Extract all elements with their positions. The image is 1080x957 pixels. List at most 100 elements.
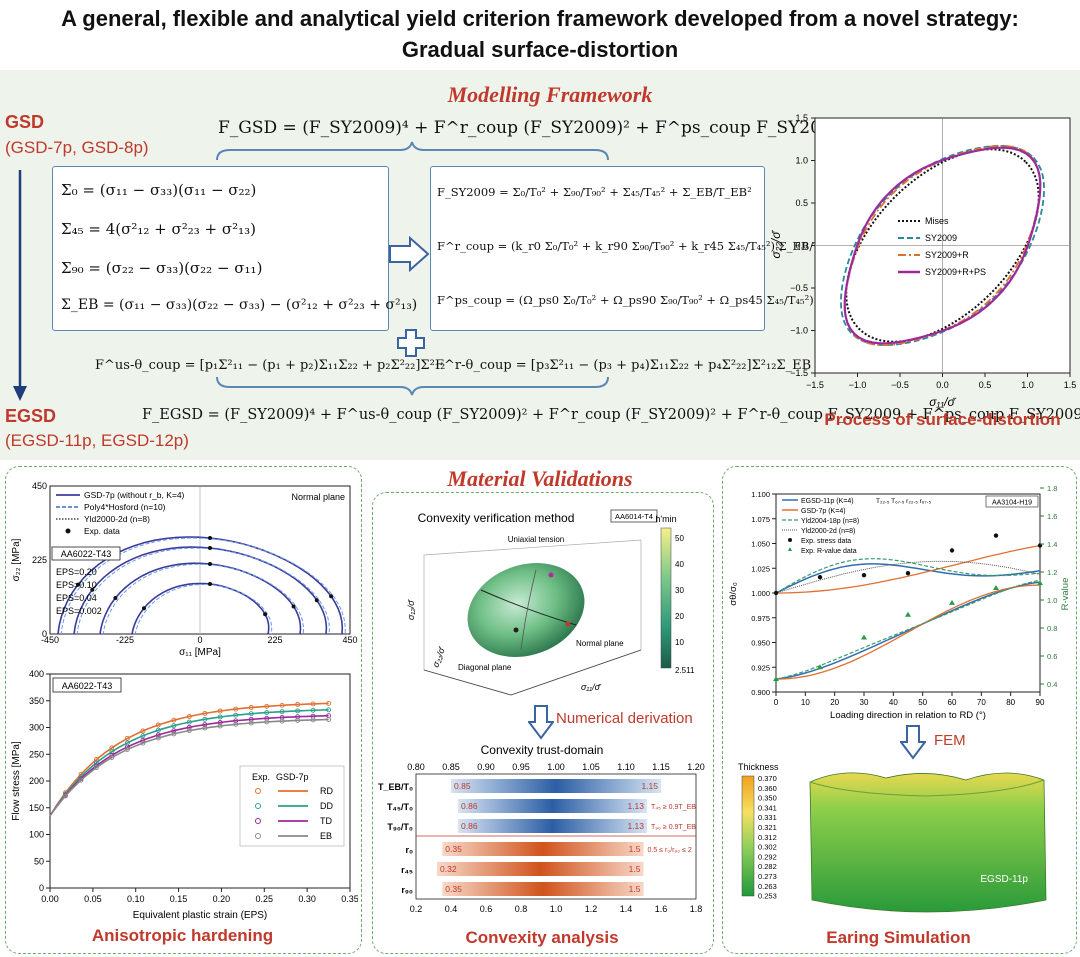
egsd-label: EGSD [5,406,57,426]
trust-row-label: T₄₅/T₀ [387,802,413,812]
exp-stress-point [861,573,867,578]
trust-bottom-tick: 1.6 [655,904,668,914]
dir-xtick: 40 [889,698,898,707]
legend-exp-stress-marker [788,538,792,542]
proc-ytick: −0.5 [790,283,808,293]
flow-exp-point [326,700,332,706]
flow-exp-point [93,757,99,762]
flow-curve-RD [49,702,329,817]
dir-xtick: 20 [830,698,839,707]
dir-xtick: 80 [1006,698,1015,707]
trust-top-tick: 0.95 [512,762,530,772]
flow-exp-point [295,702,301,707]
flow-exp-point [63,793,68,799]
label-uniaxial: Uniaxial tension [508,535,564,544]
dir-xtick: 50 [918,698,927,707]
fs-xtick: 0.15 [170,894,188,904]
flow-exp-point [295,708,301,714]
trust-note: T₄₅ ≥ 0.9T_EB [651,804,696,811]
sigma90-eq: Σ₉₀ = (σ₂₂ − σ₃₃)(σ₂₂ − σ₁₁) [61,259,263,277]
yld2004-r-curve [775,579,1041,680]
exp-point [314,598,319,603]
flow-exp-point [155,722,161,728]
fcoup-r-eq: F^r_coup = (k_r0 Σ₀/T₀² + k_r90 Σ₉₀/T₉₀²… [437,239,849,253]
proc-ytick: 0.0 [795,241,808,251]
r-theta-equation: F^r-θ_coup = [p₃Σ²₁₁ − (p₃ + p₄)Σ₁₁Σ₂₂ +… [435,358,812,373]
exp-point [208,546,212,550]
legend-yld2004: Yld2004-18p (n=8) [801,518,859,525]
exp-stress-point [905,571,911,576]
legend-label-DD: DD [320,801,333,811]
label-normal-plane: Normal plane [576,639,624,648]
cup-figure: Thickness 0.3700.3600.3500.3410.3310.321… [738,762,1047,913]
trust-row-label: r₄₅ [401,865,413,875]
flow-exp-point [264,710,270,716]
trust-bottom-tick: 1.4 [620,904,633,914]
dir-y2tick: 1.0 [1047,596,1057,605]
yield-surface-3d [467,562,585,658]
thickness-label: Thickness [738,762,779,772]
dir-ytick: 0.900 [751,688,770,697]
sigma45-eq: Σ₄₅ = 4(σ²₁₂ + σ²₂₃ + σ²₁₃) [61,220,257,238]
colorbar-tick: 30 [675,586,684,595]
axis-s12: σ₁₂/σ̄ [406,598,416,620]
fs-xlabel: Equivalent plastic strain (EPS) [133,910,268,921]
exp-r-point [993,585,999,591]
trust-top-tick: 0.85 [442,762,460,772]
trust-bottom-tick: 0.4 [445,904,458,914]
flow-exp-point [310,717,316,723]
yield-locus-poly4-eps2 [102,563,305,636]
exp-point [329,594,334,599]
dir-xtick: 0 [774,698,779,707]
flow-exp-point [279,709,285,715]
trust-domain-chart: Convexity trust-domain 0.80 0.85 0.90 0.95 1… [378,743,705,914]
proc-ytick: −1.0 [790,326,808,336]
yield-locus-poly4-eps0 [60,537,346,636]
flow-exp-point [186,719,192,725]
legend-poly4: Poly4*Hosford (n=10) [84,502,166,512]
flow-exp-point [248,720,254,726]
legend-exp-stress: Exp. stress data [801,538,851,545]
thickness-tick: 0.282 [758,862,777,871]
fs-xtick: 0.35 [341,894,358,904]
directional-chart: 0 10 20 30 40 50 60 70 80 90 0.900 0.925 0.950 0.975 1… [728,486,1071,721]
flow-exp-point [233,706,239,712]
thickness-tick: 0.263 [758,882,777,891]
flow-exp-point [109,755,115,760]
dir-y2tick: 1.2 [1047,568,1057,577]
trust-hi: 1.5 [629,884,641,894]
sigmaeb-eq: Σ_EB = (σ₁₁ − σ₃₃)(σ₂₂ − σ₃₃) − (σ²₁₂ + … [61,297,418,313]
curve-sy2009 [839,144,1046,347]
thickness-bar [741,775,755,897]
axis-s11: σ₁₁/σ̄ [581,682,602,692]
trust-lo: 0.85 [454,781,471,791]
proc-xtick: 1.0 [1021,380,1034,390]
thickness-tick: 0.253 [758,892,777,901]
exp-stress-point [817,575,823,580]
exp-stress-point [949,548,955,553]
exp-r-point [905,611,911,617]
page-subtitle: Gradual surface-distortion [401,37,679,62]
legend-egsd: EGSD-11p (K=4) [801,498,854,505]
flow-exp-point [326,717,332,722]
trust-bottom-tick: 0.2 [410,904,423,914]
dir-y2tick: 0.4 [1047,680,1057,689]
yl-xtick: -450 [41,635,59,645]
flow-exp-point [202,710,208,716]
trust-bar [442,842,644,856]
trust-top-tick: 1.15 [652,762,670,772]
flow-exp-point [310,707,316,713]
thickness-tick: 0.302 [758,843,777,852]
yield-locus-chart: -450 -225 0 225 450 0 225 450 GSD-7p (without r… [11,481,358,658]
dir-ylabel: σθ/σ₀ [728,582,739,606]
flow-exp-point [233,721,239,727]
flow-stress-chart: 0.00 0.05 0.10 0.15 0.20 0.25 0.30 0.35 0 50 100 15… [11,669,358,921]
flow-curve-DD [49,709,329,817]
dir-y2tick: 1.6 [1047,512,1057,521]
legend-exp-DD [255,803,261,809]
fs-ytick: 400 [29,669,44,679]
yl-xtick: 450 [342,635,357,645]
flow-exp-point [155,732,161,738]
exp-point [208,536,212,540]
flow-exp-point [217,708,223,714]
